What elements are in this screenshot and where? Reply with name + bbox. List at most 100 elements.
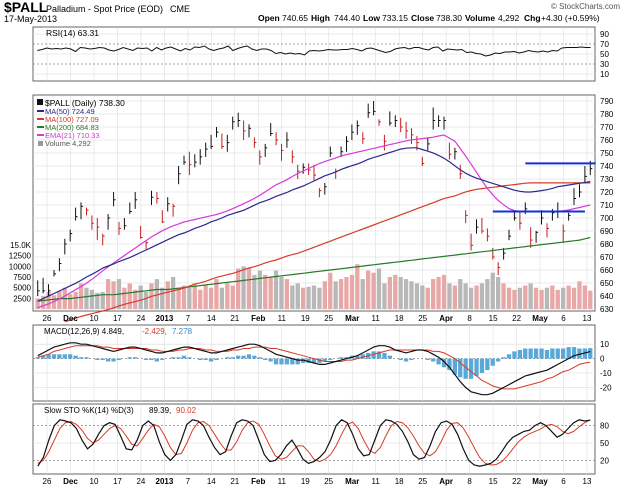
volume-bar xyxy=(306,286,311,309)
price-bar xyxy=(199,149,203,165)
price-bar xyxy=(259,150,262,165)
volume-bar xyxy=(420,285,425,309)
macd-histogram-bar xyxy=(512,351,517,359)
price-tick-label: 760 xyxy=(600,136,614,145)
macd-histogram-bar xyxy=(571,347,577,359)
volume-bar xyxy=(517,287,522,309)
price-bar xyxy=(91,215,94,230)
macd-histogram-bar xyxy=(479,358,485,373)
macd-histogram-bar xyxy=(176,357,181,359)
macd-histogram-bar xyxy=(133,357,138,359)
macd-histogram-bar xyxy=(160,358,165,360)
macd-histogram-bar xyxy=(523,348,528,359)
macd-histogram-bar xyxy=(284,358,289,365)
sto-panel: 80 50 20 Slow STO %K(14) %D(3) 89.39, 90.0… xyxy=(32,403,609,475)
price-bar xyxy=(107,214,111,230)
volume-bar xyxy=(322,281,327,309)
volume-bar xyxy=(208,287,214,309)
macd-histogram-bar xyxy=(582,348,587,359)
macd-tick-label: -20 xyxy=(600,384,612,393)
legend-price: $PALL (Daily) 738.30 xyxy=(45,98,125,108)
rsi-tick-label: 90 xyxy=(600,30,609,39)
x-tick-label: 15 xyxy=(489,314,498,323)
price-tick-label: 790 xyxy=(600,97,614,106)
x-tick-label: Mar xyxy=(345,314,359,323)
volume-bar xyxy=(284,279,289,309)
volume-bar xyxy=(485,279,490,309)
price-tick-label: 730 xyxy=(600,175,614,184)
volume-bar xyxy=(338,279,344,309)
macd-histogram-bar xyxy=(290,358,295,365)
sto-d-line xyxy=(37,419,591,466)
volume-bar xyxy=(458,279,463,309)
volume-bar xyxy=(225,283,230,309)
price-bar xyxy=(568,212,571,221)
price-bar xyxy=(253,137,257,148)
volume-bar xyxy=(393,274,398,309)
volume-bar xyxy=(479,283,485,309)
price-tick-label: 720 xyxy=(600,188,614,197)
x-tick-label: Feb xyxy=(251,314,265,323)
volume-bar xyxy=(192,283,197,309)
volume-bar xyxy=(95,292,100,309)
macd-histogram-bar xyxy=(116,358,122,360)
rsi-tick-label: 30 xyxy=(600,60,609,69)
volume-bar xyxy=(512,289,517,309)
macd-histogram-bar xyxy=(360,354,365,359)
macd-histogram-bar xyxy=(550,348,555,359)
chart-date: 17-May-2013 xyxy=(4,14,57,24)
price-bar xyxy=(69,229,73,242)
x-tick-label: 25 xyxy=(418,314,427,323)
x-tick-label: 10 xyxy=(90,314,99,323)
legend-ema21: EMA(21) 710.33 xyxy=(45,131,100,140)
volume-bar xyxy=(474,285,479,309)
macd-histogram-bar xyxy=(246,354,252,359)
rsi-legend: RSI(14) 63.31 xyxy=(46,28,99,38)
price-bar xyxy=(37,280,40,296)
volume-bar xyxy=(171,277,176,309)
price-bar xyxy=(492,247,495,260)
macd-histogram-bar xyxy=(566,347,571,359)
price-bar xyxy=(102,233,105,246)
macd-histogram-bar xyxy=(528,348,533,359)
price-bar xyxy=(151,190,154,205)
x-tick-label: 21 xyxy=(230,477,239,486)
macd-histogram-bar xyxy=(544,350,550,359)
price-bar xyxy=(367,103,371,118)
macd-histogram-bar xyxy=(51,354,57,359)
x-tick-label: 11 xyxy=(372,477,381,486)
volume-bar xyxy=(355,264,360,309)
ohlc-high-label: High xyxy=(311,13,330,23)
price-tick-label: 650 xyxy=(600,279,614,288)
price-legend: $PALL (Daily) 738.30 MA(50) 724.49 MA(10… xyxy=(37,98,125,148)
volume-tick-label: 12500 xyxy=(9,252,32,261)
volume-bar xyxy=(577,281,582,309)
volume-bar xyxy=(68,294,73,309)
price-bar xyxy=(421,156,425,166)
volume-tick-label: 5000 xyxy=(13,284,31,293)
exchange-label: CME xyxy=(170,4,190,14)
macd-tick-label: 10 xyxy=(600,340,609,349)
price-bar xyxy=(519,211,522,230)
volume-bar xyxy=(122,287,127,309)
macd-signal-line xyxy=(37,345,591,390)
ma200-line xyxy=(37,236,591,302)
macd-tick-label: 0 xyxy=(600,355,605,364)
x-tick-label: 25 xyxy=(324,477,333,486)
price-bar xyxy=(573,188,576,205)
x-tick-label: 18 xyxy=(395,314,404,323)
price-bar xyxy=(48,284,51,296)
volume-bar xyxy=(279,277,284,309)
ma50-line xyxy=(37,147,591,302)
price-bar xyxy=(481,218,484,234)
price-bar xyxy=(432,107,436,130)
x-tick-label: 19 xyxy=(301,314,310,323)
volume-bar xyxy=(236,268,241,309)
macd-legend-hist: 7.278 xyxy=(172,327,193,336)
volume-bar xyxy=(246,268,252,309)
macd-histogram-bar xyxy=(338,357,344,359)
macd-histogram-bar xyxy=(355,355,360,359)
price-bar xyxy=(281,143,284,161)
symbol-title: $PALL xyxy=(4,0,48,15)
